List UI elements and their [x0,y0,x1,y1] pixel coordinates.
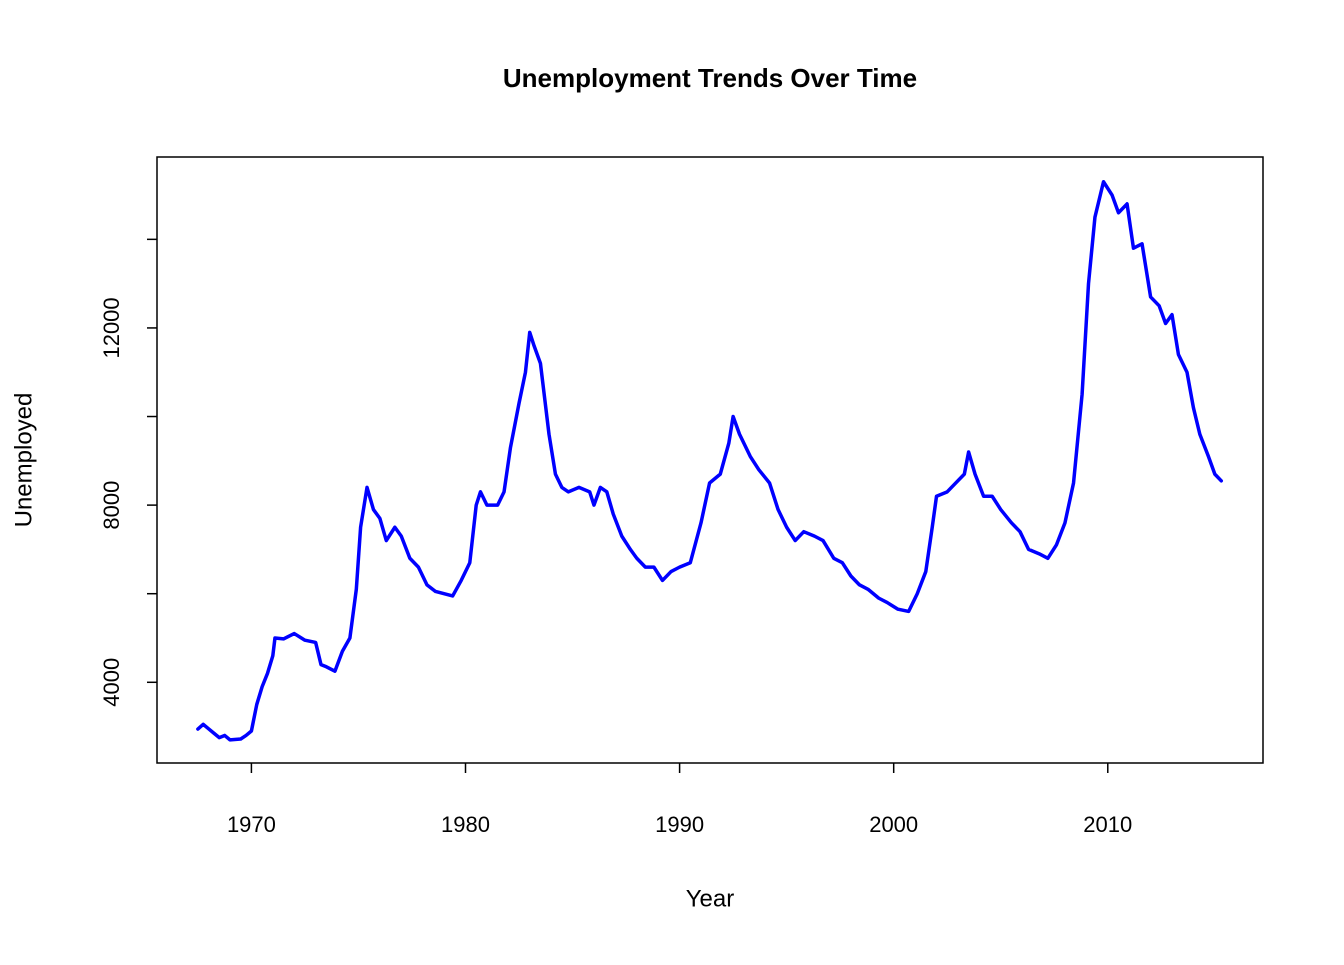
x-axis-label: Year [686,885,735,912]
y-axis-label: Unemployed [10,393,37,528]
chart-title: Unemployment Trends Over Time [503,63,917,93]
x-tick-label: 1990 [655,812,704,837]
x-tick-label: 1970 [227,812,276,837]
x-tick-label: 2000 [869,812,918,837]
y-tick-label: 8000 [99,481,124,530]
y-tick-label: 4000 [99,658,124,707]
y-tick-label: 12000 [99,297,124,358]
x-tick-label: 1980 [441,812,490,837]
data-line [196,180,1223,742]
plot-frame [156,156,1264,764]
x-tick-label: 2010 [1083,812,1132,837]
